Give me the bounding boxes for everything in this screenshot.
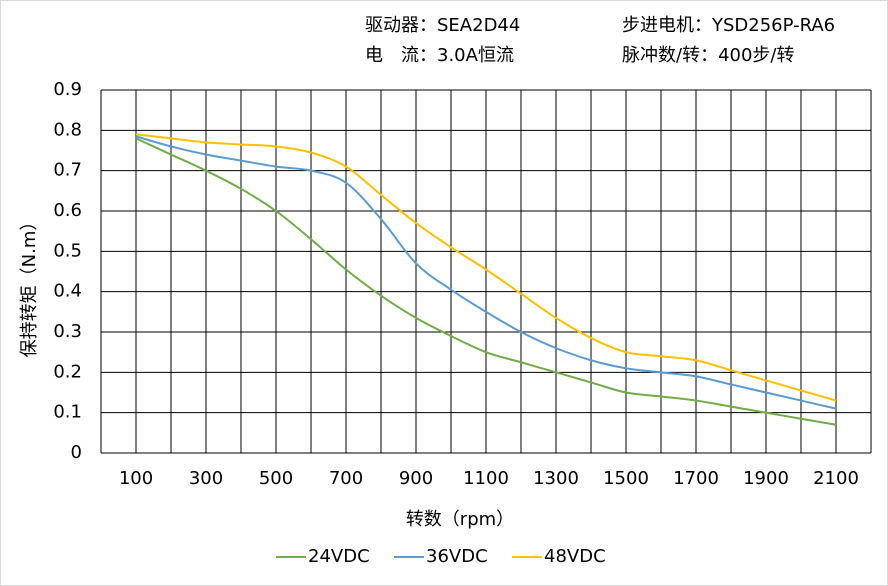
x-tick-label: 100 — [119, 468, 153, 489]
legend-label: 24VDC — [308, 546, 370, 567]
y-tick-label: 0.4 — [53, 281, 82, 302]
header: 脉冲数/转：400步/转 — [622, 45, 795, 66]
x-tick-label: 300 — [189, 468, 223, 489]
y-tick-label: 0.2 — [53, 361, 82, 382]
y-tick-label: 0.5 — [53, 240, 82, 261]
y-tick-label: 0.6 — [53, 200, 82, 221]
x-tick-label: 1900 — [743, 468, 789, 489]
y-tick-label: 0.8 — [53, 119, 82, 140]
x-tick-label: 2100 — [813, 468, 859, 489]
header: 电 流：3.0A恒流 — [365, 45, 514, 66]
y-tick-label: 0.3 — [53, 321, 82, 342]
y-tick-label: 0.1 — [53, 402, 82, 423]
x-tick-label: 1700 — [673, 468, 719, 489]
legend-label: 48VDC — [544, 546, 606, 567]
y-tick-label: 0.7 — [53, 160, 82, 181]
series-line — [135, 137, 837, 426]
header: 驱动器：SEA2D44 — [365, 15, 520, 36]
series-line — [135, 133, 837, 402]
x-tick-label: 1500 — [603, 468, 649, 489]
x-tick-label: 700 — [329, 468, 363, 489]
x-tick-label: 500 — [259, 468, 293, 489]
x-axis-title: 转数（rpm） — [406, 509, 514, 530]
x-tick-label: 900 — [399, 468, 433, 489]
y-tick-label: 0.9 — [53, 79, 82, 100]
legend-label: 36VDC — [426, 546, 488, 567]
series-line — [135, 135, 837, 410]
x-tick-label: 1100 — [463, 468, 509, 489]
y-axis-title: 保持转矩（N.m） — [19, 213, 40, 358]
header: 步进电机：YSD256P-RA6 — [622, 15, 835, 36]
x-tick-label: 1300 — [533, 468, 579, 489]
y-tick-label: 0 — [71, 442, 82, 463]
